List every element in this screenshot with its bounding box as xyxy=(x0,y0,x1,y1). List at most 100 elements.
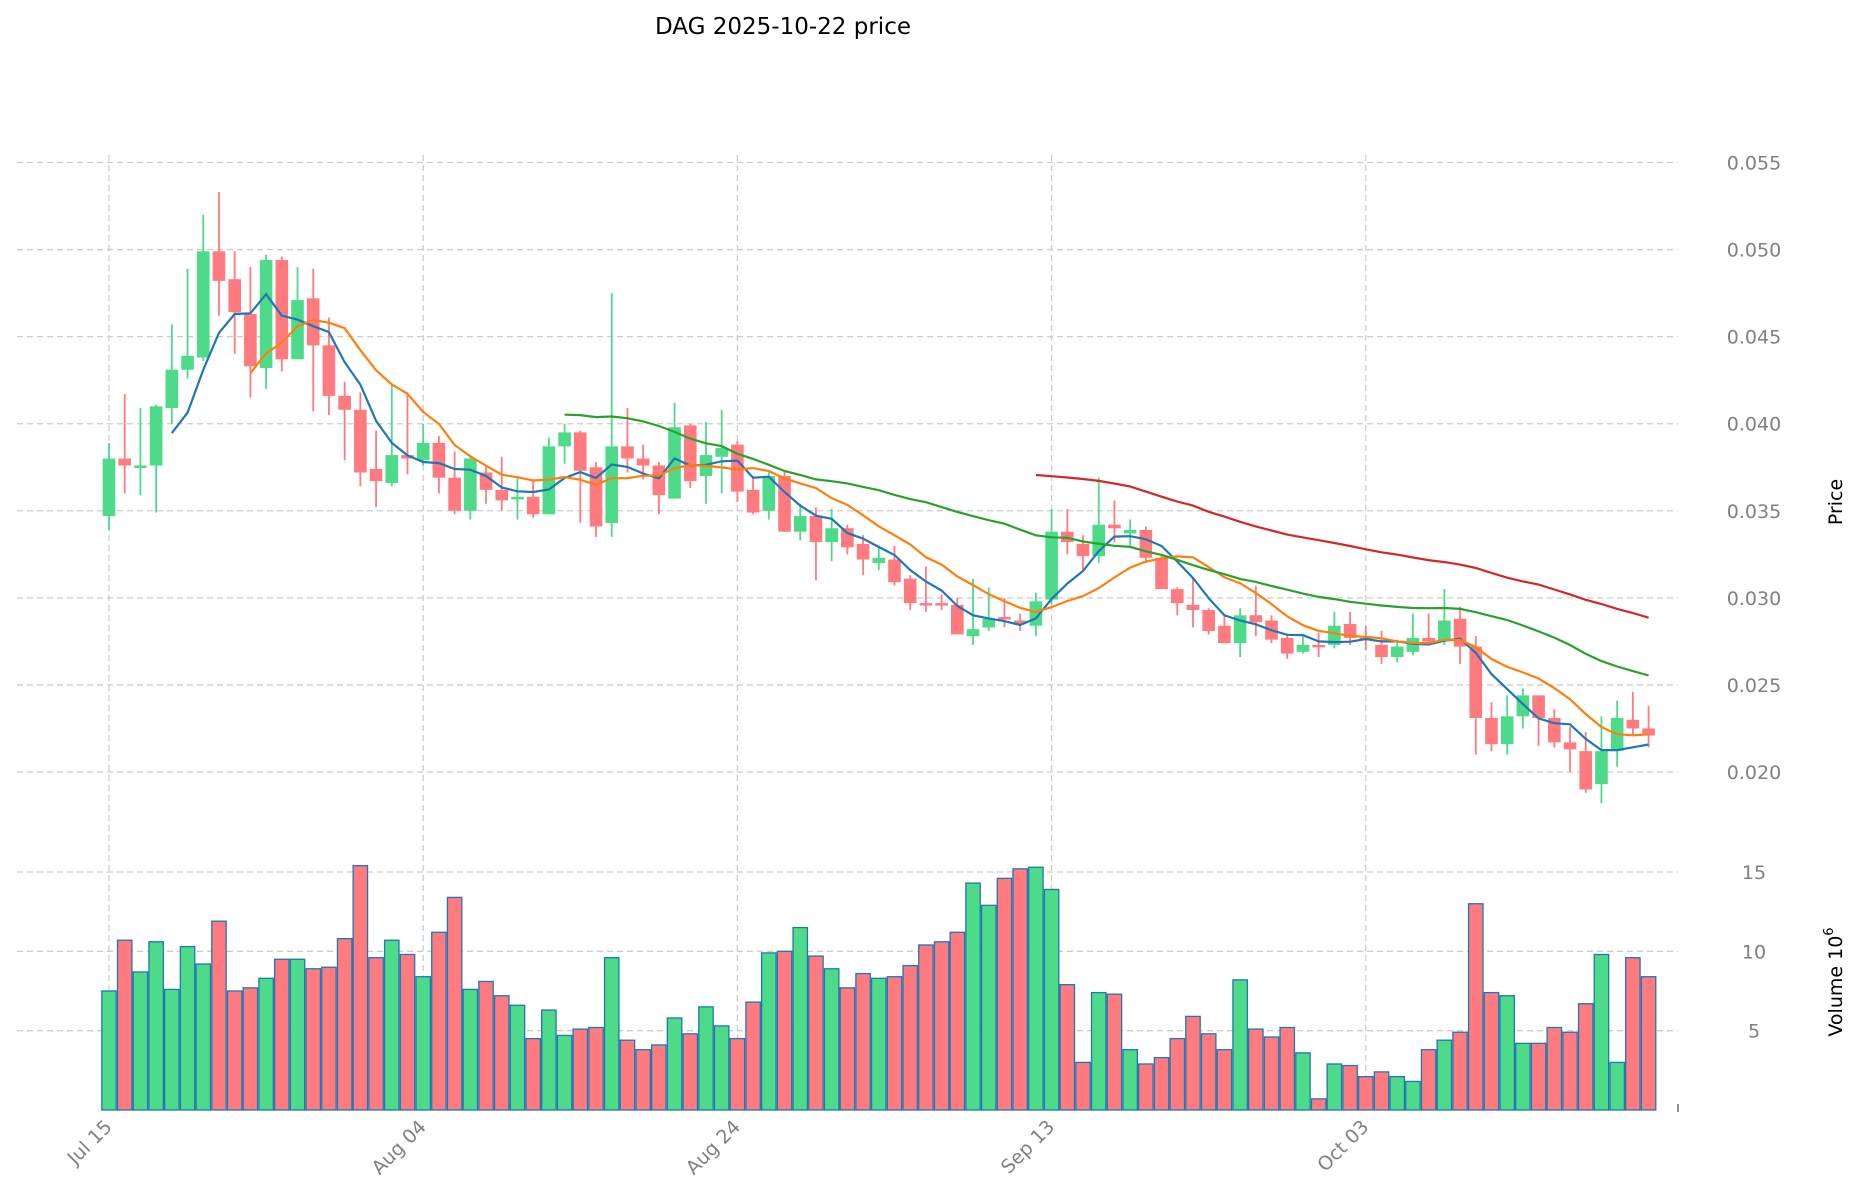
volume-bar xyxy=(1546,1026,1563,1111)
candle-up xyxy=(181,355,194,370)
volume-bar xyxy=(509,1004,526,1111)
candle-down xyxy=(1139,529,1153,558)
candle-up xyxy=(416,442,430,461)
volume-label-text: Volume xyxy=(1825,966,1847,1037)
price-tick-label: 0.055 xyxy=(1727,153,1781,175)
candle-down xyxy=(809,516,823,543)
volume-bar xyxy=(1593,953,1610,1111)
volume-bar xyxy=(1452,1031,1468,1111)
volume-bar xyxy=(1310,1098,1327,1111)
volume-bar xyxy=(1515,1042,1531,1111)
candle-down xyxy=(1469,646,1483,719)
volume-bar xyxy=(1357,1076,1374,1111)
volume-bar xyxy=(776,950,793,1111)
candle-down xyxy=(1155,557,1168,590)
volume-bar xyxy=(980,904,997,1111)
candle-down xyxy=(998,617,1011,620)
volume-bar xyxy=(195,963,212,1111)
volume-bar xyxy=(1200,1033,1217,1111)
volume-bar xyxy=(116,939,133,1111)
candle-up xyxy=(464,458,477,511)
candle-down xyxy=(841,528,854,548)
volume-bar xyxy=(132,971,149,1111)
volume-bar xyxy=(1625,957,1641,1111)
volume-bar xyxy=(808,955,824,1111)
volume-bar xyxy=(918,944,934,1111)
volume-bar xyxy=(1326,1063,1343,1111)
volume-tick-label: 10 xyxy=(1742,941,1766,963)
volume-bar xyxy=(965,882,981,1111)
price-tick-label: 0.030 xyxy=(1727,588,1781,610)
candle-up xyxy=(134,465,147,469)
candle-down xyxy=(778,475,791,532)
moving-averages xyxy=(170,292,1649,752)
volume-bar xyxy=(1090,991,1107,1111)
candle-down xyxy=(354,409,367,473)
volume-bar xyxy=(415,976,432,1111)
volume-bar xyxy=(1169,1037,1186,1111)
volume-bar xyxy=(1043,888,1060,1111)
candle-down xyxy=(919,603,933,606)
candle-up xyxy=(165,369,179,409)
volume-exponent-base: 10 xyxy=(1825,936,1847,960)
date-tick-label: Aug 24 xyxy=(682,1116,745,1179)
volume-bar xyxy=(1153,1056,1170,1111)
candle-up xyxy=(1438,620,1451,642)
candle-up xyxy=(1045,531,1058,600)
date-tick-label: Jul 15 xyxy=(63,1116,117,1170)
price-tick-label: 0.020 xyxy=(1727,762,1781,784)
volume-bar xyxy=(1295,1052,1311,1111)
candle-down xyxy=(1202,610,1215,631)
candle-down xyxy=(1076,543,1090,557)
volume-bar xyxy=(1373,1071,1390,1111)
candle-down xyxy=(1218,625,1231,644)
volume-bar xyxy=(431,931,447,1111)
volume-bar xyxy=(1640,976,1657,1111)
volume-bar xyxy=(399,953,416,1111)
candle-up xyxy=(825,528,838,543)
candle-down xyxy=(1422,637,1435,642)
moving-average-line-5 xyxy=(170,292,1649,752)
price-tick-label: 0.025 xyxy=(1727,675,1781,697)
candle-down xyxy=(1108,524,1121,529)
volume-bar xyxy=(368,957,384,1111)
candle-down xyxy=(1563,742,1577,750)
candle-up xyxy=(872,557,886,564)
candles xyxy=(102,192,1655,804)
volume-bar xyxy=(902,964,919,1111)
candle-down xyxy=(1642,728,1655,736)
candle-down xyxy=(903,578,917,604)
candle-up xyxy=(966,629,980,637)
chart-title: DAG 2025-10-22 price xyxy=(655,14,911,40)
volume-bar xyxy=(1232,979,1248,1111)
candle-down xyxy=(432,442,446,478)
candle-down xyxy=(401,455,414,459)
volume-bar xyxy=(179,945,196,1111)
candle-down xyxy=(574,432,587,471)
volume-bar xyxy=(478,980,494,1111)
volume-bar xyxy=(1577,1003,1594,1111)
volume-bar xyxy=(698,1006,714,1111)
volume-bar xyxy=(525,1037,542,1111)
volume-bar xyxy=(462,988,479,1111)
candle-down xyxy=(212,251,226,281)
moving-average-line-10 xyxy=(249,318,1649,737)
candle-down xyxy=(951,604,964,635)
candle-down xyxy=(228,279,241,313)
volume-bar xyxy=(839,987,856,1111)
volume-bar xyxy=(870,977,887,1111)
candle-up xyxy=(982,618,996,628)
volume-bar xyxy=(556,1034,573,1111)
volume-bar xyxy=(745,1001,761,1111)
candle-down xyxy=(636,458,650,466)
volume-bar xyxy=(226,990,243,1111)
price-tick-label: 0.050 xyxy=(1727,240,1781,262)
volume-bar xyxy=(446,896,463,1111)
volume-bar xyxy=(996,877,1013,1111)
volume-bar xyxy=(588,1026,604,1111)
candle-down xyxy=(118,458,132,466)
candle-down xyxy=(731,444,744,492)
date-tick-label: Sep 13 xyxy=(997,1116,1059,1178)
volume-bar xyxy=(933,941,950,1111)
